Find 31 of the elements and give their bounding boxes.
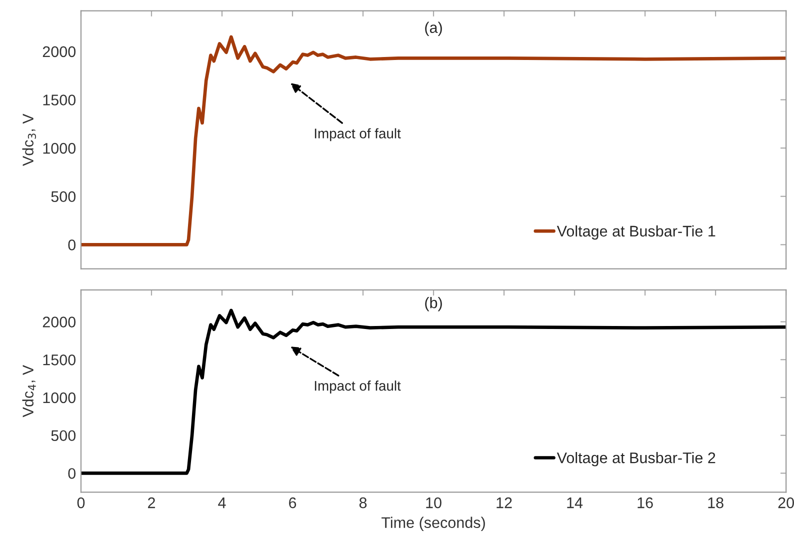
x-tick-label: 20 (778, 497, 794, 508)
y-axis-title: Vdc$_{3}$, V (22, 114, 36, 166)
y-tick-label: 2000 (42, 316, 76, 328)
y-tick-label: 2000 (42, 46, 76, 58)
x-tick-label: 8 (359, 497, 367, 508)
y-tick-label: 0 (68, 468, 76, 479)
y-tick-label: 500 (51, 191, 76, 202)
x-tick-label: 18 (708, 497, 724, 508)
x-tick-label: 4 (218, 498, 226, 508)
legend-label: Voltage at Busbar-Tie 1 (556, 225, 716, 240)
x-tick-label: 0 (77, 497, 85, 508)
x-tick-label: 2 (148, 497, 155, 508)
line-series (80, 35, 786, 246)
x-axis-title: Time (seconds) (382, 516, 485, 532)
annotation: Impact of fault (314, 128, 401, 142)
y-tick-label: 500 (51, 430, 76, 442)
y-axis-title: Vdc$_{4}$, V (22, 364, 36, 418)
y-tick-label: 0 (68, 240, 76, 250)
x-tick-label: 14 (567, 498, 583, 508)
x-tick-label: 16 (638, 497, 653, 508)
x-tick-label: 6 (289, 497, 296, 508)
chart-title: (b) (425, 297, 442, 312)
y-tick-label: 1500 (43, 354, 76, 366)
legend-label: Voltage at Busbar-Tie 2 (556, 452, 716, 466)
y-tick-label: 1000 (43, 392, 76, 404)
x-tick-label: 10 (426, 497, 442, 508)
y-tick-label: 1000 (43, 142, 76, 154)
text: (a) (425, 22, 442, 36)
x-tick-label: 12 (496, 497, 512, 508)
y-tick-label: 1500 (43, 94, 76, 106)
annotation: Impact of fault (314, 380, 401, 394)
